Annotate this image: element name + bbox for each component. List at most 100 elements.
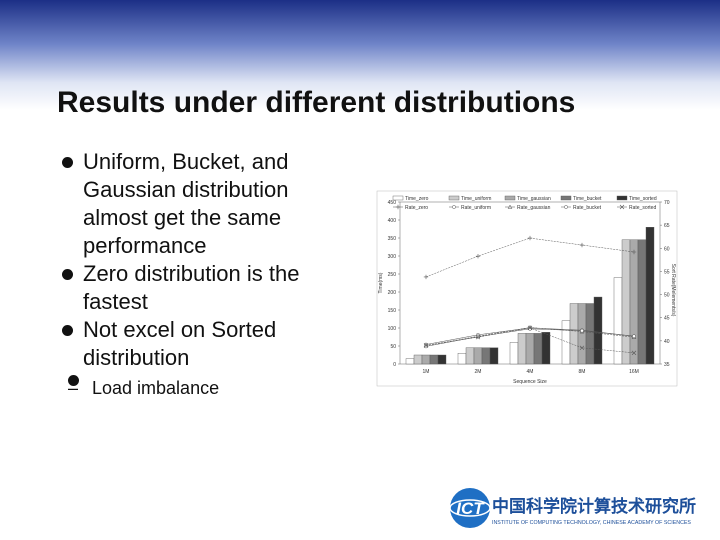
legend-label: Rate_bucket [573,205,602,211]
bar [533,333,543,365]
bar [525,333,535,365]
bar [437,354,447,365]
bar [421,354,431,365]
logo-name-en: INSTITUTE OF COMPUTING TECHNOLOGY, CHINE… [492,520,691,526]
line-marker [475,253,481,259]
legend-label: Rate_sorted [629,205,656,211]
bar [621,239,631,365]
legend-label: Time_gaussian [517,196,551,202]
line-marker [507,204,513,209]
y-tick-label: 400 [388,218,397,224]
y-tick-label: 250 [388,272,397,278]
legend-label: Rate_gaussian [517,205,551,211]
y2-axis-label: Sort Rate(Melements/s) [670,264,676,317]
legend-swatch [448,195,460,201]
bar [517,333,527,365]
y2-tick-label: 35 [664,362,670,368]
bar [593,296,603,365]
bar [629,239,639,365]
bar [457,353,467,365]
bar [405,358,415,365]
x-tick-label: 16M [629,369,639,375]
bar [465,347,475,365]
y-tick-label: 50 [390,344,396,350]
line-marker [395,204,401,210]
y-tick-label: 200 [388,290,397,296]
bar [481,347,491,365]
slide-title: Results under different distributions [57,86,576,119]
line-marker [619,204,625,210]
line-marker [527,235,533,241]
bar [577,303,587,365]
logo-globe [450,488,490,528]
legend-label: Rate_uniform [461,205,491,211]
line-marker [579,345,585,351]
logo-name-cn: 中国科学院计算技术研究所 [492,496,696,516]
line-marker [423,274,429,280]
legend-label: Time_sorted [629,196,657,202]
y2-tick-label: 70 [664,200,670,206]
legend-label: Time_uniform [461,196,491,202]
legend-label: Rate_zero [405,205,428,211]
bar [489,347,499,365]
logo-badge: ICT [456,499,485,518]
line-marker [632,334,636,339]
y-tick-label: 100 [388,326,397,332]
line-marker [564,205,568,209]
bullet: Zero distribution is the fastest [60,260,328,316]
line-marker [475,334,481,340]
y-tick-label: 350 [388,236,397,242]
line-marker [631,249,637,255]
line-marker [424,344,428,349]
bar [585,303,595,365]
bar [509,342,519,365]
bullet: Uniform, Bucket, and Gaussian distributi… [60,148,328,260]
bar [473,347,483,365]
y2-tick-label: 45 [664,316,670,322]
y2-tick-label: 40 [664,339,670,345]
legend-label: Time_bucket [573,196,602,202]
bar [569,303,579,365]
x-tick-label: 8M [579,369,586,375]
y2-tick-label: 65 [664,223,670,229]
y-tick-label: 150 [388,308,397,314]
legend-swatch [560,195,572,201]
x-tick-label: 4M [527,369,534,375]
y2-tick-label: 55 [664,269,670,275]
y-tick-label: 0 [393,362,396,368]
line-marker [527,325,533,331]
bar [645,226,655,365]
line-marker [476,334,480,339]
line-marker [631,350,637,356]
x-tick-label: 1M [423,369,430,375]
bullet-list: Uniform, Bucket, and Gaussian distributi… [60,148,330,401]
y-axis-label: Time(ms) [378,272,384,293]
line-marker [452,205,456,209]
legend-swatch [392,195,404,201]
y2-tick-label: 60 [664,246,670,252]
line-marker [423,343,429,348]
y-tick-label: 450 [388,200,397,206]
line-marker [579,242,585,248]
bar [541,332,551,365]
line-marker [580,328,584,333]
bar [637,239,647,365]
bar [561,320,571,365]
legend-swatch [504,195,516,201]
legend-label: Time_zero [405,196,429,202]
bullet: Not excel on Sorted distribution [60,316,328,372]
y2-tick-label: 50 [664,293,670,299]
legend-swatch [616,195,628,201]
bar [429,354,439,365]
logo: ICT 中国科学院计算技术研究所 INSTITUTE OF COMPUTING … [449,488,696,528]
bar [613,277,623,365]
x-axis-label: Sequence Size [513,379,547,385]
y-tick-label: 300 [388,254,397,260]
header-band [0,0,720,110]
sub-bullet: Load imbalance [60,375,337,401]
logo-ring [449,499,491,517]
bar [413,354,423,365]
x-tick-label: 2M [475,369,482,375]
